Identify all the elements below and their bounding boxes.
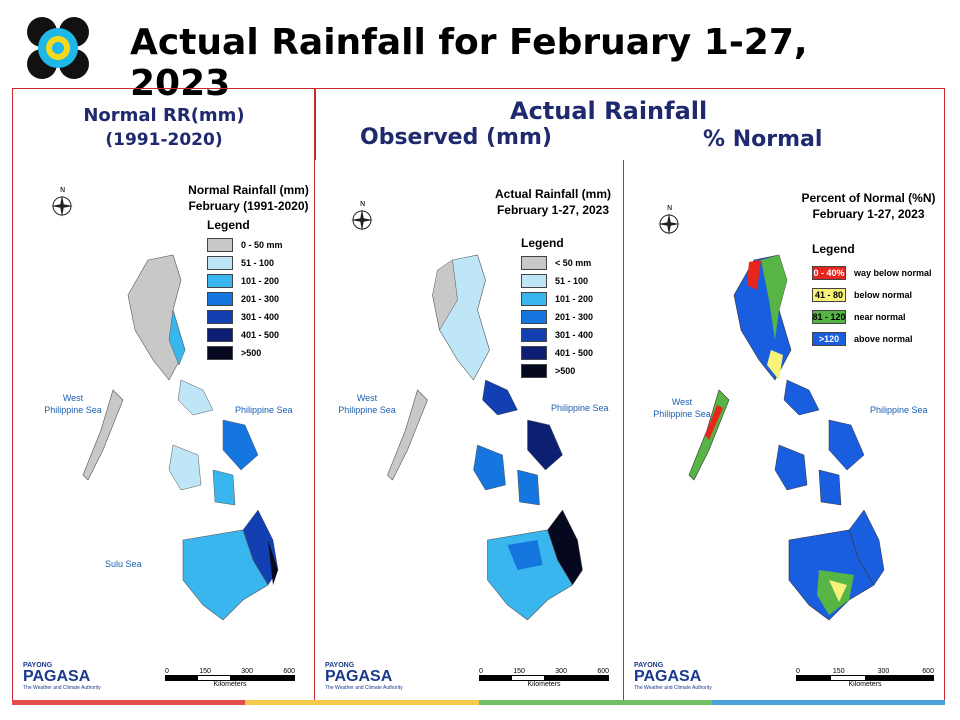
svg-text:N: N	[360, 200, 365, 208]
legend-item: < 50 mm	[521, 254, 593, 272]
header-normal-line2: (1991-2020)	[105, 130, 223, 150]
map-title-normal: Normal Rainfall (mm) February (1991-2020…	[181, 182, 316, 214]
legend-item: 201 - 300	[521, 308, 593, 326]
sea-label-sulu: Sulu Sea	[105, 559, 142, 569]
legend-item: 51 - 100	[521, 272, 593, 290]
header-normal-line1: Normal RR(mm)	[83, 105, 245, 126]
legend-item: 0 - 40% way below normal	[812, 266, 932, 280]
sea-label-west: West Philippine Sea	[44, 393, 102, 415]
panel-observed: N Actual Rainfall (mm) February 1-27, 20…	[314, 160, 625, 705]
sea-label-east: Philippine Sea	[551, 403, 609, 413]
brand-logo: PAYONG PAGASA The Weather and Climate Au…	[634, 662, 712, 691]
legend-item: 201 - 300	[207, 290, 283, 308]
scale-bar: 0 150 300 600 Kilometers	[165, 668, 295, 688]
legend-item: >500	[207, 344, 283, 362]
map-title-line2: February 1-27, 2023	[496, 203, 610, 217]
legend-item: 101 - 200	[521, 290, 593, 308]
panel-normal: N Normal Rainfall (mm) February (1991-20…	[12, 160, 316, 705]
sea-label-west: West Philippine Sea	[338, 393, 396, 415]
header-normal-box: Normal RR(mm) (1991-2020)	[12, 88, 316, 161]
map-title-line1: Normal Rainfall (mm)	[188, 183, 309, 197]
legend-item: 81 - 120 near normal	[812, 310, 906, 324]
footer-color-strip	[12, 700, 945, 705]
map-title-line2: February (1991-2020)	[188, 199, 309, 213]
legend-item: 0 - 50 mm	[207, 236, 283, 254]
compass-icon: N	[652, 202, 686, 251]
legend-item: 51 - 100	[207, 254, 283, 272]
map-title-line1: Actual Rainfall (mm)	[494, 187, 611, 201]
compass-icon: N	[345, 198, 379, 247]
legend-item: >120 above normal	[812, 328, 932, 350]
map-title-percent: Percent of Normal (%N) February 1-27, 20…	[796, 190, 941, 222]
philippines-map-normal	[82, 254, 279, 621]
compass-icon: N	[45, 184, 79, 233]
scale-bar: 0 150 300 600 Kilometers	[796, 668, 934, 688]
header-percent: % Normal	[703, 127, 823, 152]
svg-text:N: N	[667, 204, 672, 212]
map-title-line1: Percent of Normal (%N)	[801, 191, 936, 205]
legend-observed: Legend < 50 mm 51 - 100 101 - 200 201 - …	[521, 236, 593, 380]
scale-bar: 0 150 300 600 Kilometers	[479, 668, 609, 688]
legend-title: Legend	[207, 218, 250, 232]
map-title-line2: February 1-27, 2023	[812, 207, 925, 221]
legend-item: 401 - 500	[207, 326, 283, 344]
legend-percent: Legend 0 - 40% way below normal 41 - 80 be…	[812, 242, 932, 350]
sea-label-east: Philippine Sea	[235, 405, 293, 415]
legend-normal: Legend 0 - 50 mm 51 - 100 101 - 200 201 …	[207, 218, 283, 362]
legend-item: 101 - 200	[207, 272, 283, 290]
legend-item: 401 - 500	[521, 344, 593, 362]
panel-percent: N Percent of Normal (%N) February 1-27, …	[623, 160, 945, 705]
header-actual: Actual Rainfall	[510, 97, 708, 125]
legend-item: >500	[521, 362, 593, 380]
header-observed: Observed (mm)	[360, 125, 552, 150]
philippines-map-observed	[387, 254, 583, 621]
legend-item: 301 - 400	[207, 308, 283, 326]
legend-item: 41 - 80 below normal	[812, 284, 932, 306]
brand-logo: PAYONG PAGASA The Weather and Climate Au…	[23, 662, 101, 691]
legend-item: 301 - 400	[521, 326, 593, 344]
sea-label-east: Philippine Sea	[870, 405, 928, 415]
agency-logo	[24, 14, 92, 82]
header-actual-box: Actual Rainfall Observed (mm) % Normal	[314, 88, 945, 161]
map-title-observed: Actual Rainfall (mm) February 1-27, 2023	[483, 186, 623, 218]
sea-label-west: West Philippine Sea	[653, 397, 711, 419]
compass-n: N	[60, 186, 65, 194]
philippines-map-percent	[688, 254, 885, 621]
brand-logo: PAYONG PAGASA The Weather and Climate Au…	[325, 662, 403, 691]
page-title: Actual Rainfall for February 1-27, 2023	[130, 22, 808, 104]
